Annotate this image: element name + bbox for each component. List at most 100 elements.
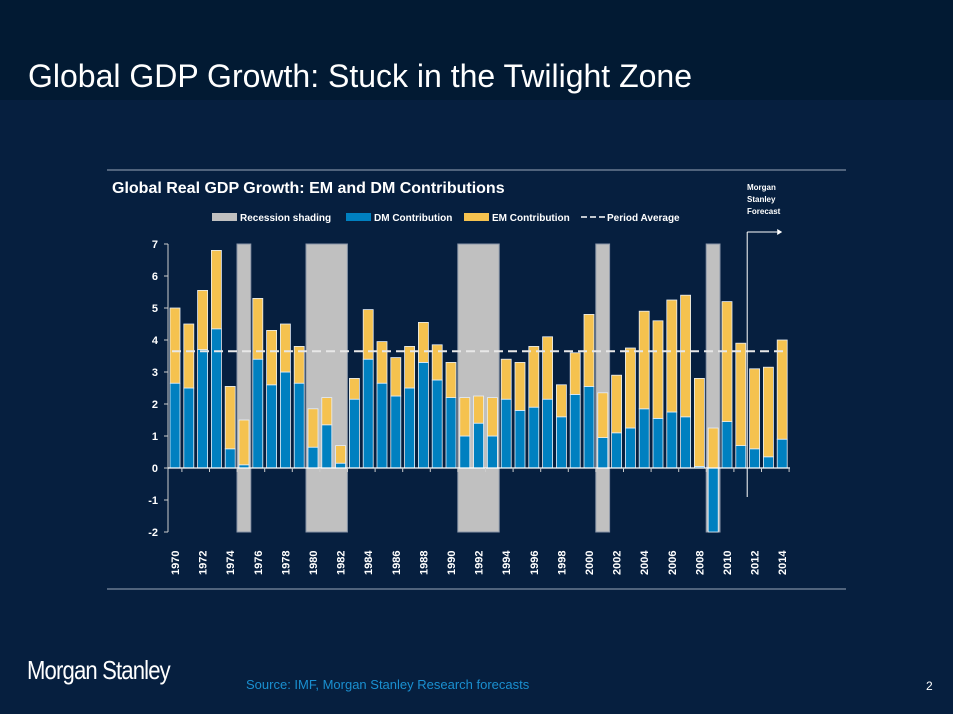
legend-swatch [346, 213, 371, 221]
x-tick-label: 1982 [336, 551, 348, 575]
x-tick-label: 1986 [391, 551, 403, 575]
em-bar [404, 345, 416, 389]
x-tick-label: 1998 [556, 551, 568, 575]
dm-bar [500, 398, 512, 469]
x-tick-label: 1988 [418, 551, 430, 575]
x-tick-label: 1970 [170, 551, 182, 575]
dm-bar [307, 446, 319, 469]
em-bar [266, 329, 278, 386]
y-tick-label: 7 [152, 239, 158, 251]
em-bar [597, 392, 609, 438]
em-bar [721, 301, 733, 423]
header-band [0, 0, 953, 100]
dm-bar [625, 427, 636, 469]
y-tick-label: -2 [148, 527, 158, 539]
em-bar [763, 366, 774, 458]
legend-label: Period Average [607, 213, 680, 224]
legend-label: Recession shading [240, 213, 331, 224]
em-bar [514, 361, 526, 411]
em-bar [459, 397, 471, 437]
x-tick-label: 1972 [198, 551, 210, 575]
dm-bar [197, 349, 209, 469]
em-bar [556, 384, 567, 418]
dm-bar [776, 438, 788, 469]
em-bar [376, 341, 388, 384]
legend-label: DM Contribution [374, 213, 452, 224]
em-bar [238, 419, 250, 466]
x-tick-label: 1980 [308, 551, 320, 575]
dm-bar [224, 448, 236, 469]
em-bar [335, 445, 347, 464]
x-tick-label: 1974 [225, 550, 237, 575]
dm-bar [611, 432, 622, 469]
em-bar [625, 347, 636, 429]
dm-bar [252, 358, 264, 469]
em-bar [417, 321, 429, 363]
x-tick-label: 2002 [612, 551, 624, 575]
dm-bar [514, 409, 526, 469]
y-tick-label: 2 [152, 399, 158, 411]
em-bar [666, 299, 678, 413]
em-bar [694, 377, 705, 467]
em-bar [707, 427, 719, 469]
dm-bar [666, 411, 678, 469]
em-bar [169, 307, 181, 384]
em-bar [638, 310, 650, 410]
forecast-annotation: Stanley [747, 195, 776, 204]
y-tick-label: 1 [152, 431, 158, 443]
em-bar [348, 377, 360, 400]
dm-bar [597, 437, 609, 469]
x-tick-label: 1978 [280, 551, 292, 575]
em-bar [528, 345, 540, 408]
em-bar [680, 294, 691, 418]
dm-bar [707, 467, 719, 533]
x-tick-label: 2014 [777, 550, 789, 575]
em-bar [224, 385, 236, 450]
dm-bar [459, 435, 471, 469]
recession-shading [236, 243, 252, 533]
em-bar [445, 361, 457, 398]
x-tick-label: 2008 [694, 551, 706, 575]
dm-bar [556, 416, 567, 469]
y-tick-label: 3 [152, 367, 158, 379]
x-tick-label: 2010 [722, 551, 734, 575]
x-tick-label: 1992 [474, 551, 486, 575]
em-bar [486, 397, 498, 437]
recession-shading [305, 243, 348, 533]
y-tick-label: 6 [152, 271, 158, 283]
x-tick-label: 2000 [584, 551, 596, 575]
dm-bar [335, 462, 347, 469]
dm-bar [376, 382, 388, 469]
forecast-arrow-icon [777, 229, 783, 235]
legend-label: EM Contribution [492, 213, 570, 224]
x-tick-label: 2006 [667, 551, 679, 575]
dm-bar [486, 435, 498, 469]
dm-bar [210, 328, 222, 469]
legend-swatch [464, 213, 489, 221]
slide-title: Global GDP Growth: Stuck in the Twilight… [28, 58, 693, 94]
em-bar [279, 323, 291, 373]
dm-bar [583, 385, 595, 469]
em-bar [197, 289, 209, 350]
dm-bar [404, 387, 416, 469]
em-bar [293, 345, 305, 384]
dm-bar [680, 416, 691, 469]
y-tick-label: -1 [148, 495, 158, 507]
dm-bar [569, 393, 581, 469]
em-bar [500, 358, 512, 400]
dm-bar [528, 406, 540, 469]
recession-shading [457, 243, 500, 533]
x-tick-label: 2004 [639, 550, 651, 575]
x-tick-label: 1990 [446, 551, 458, 575]
legend-swatch [212, 213, 237, 221]
y-tick-label: 4 [152, 335, 159, 347]
em-bar [183, 323, 195, 389]
em-bar [735, 342, 747, 447]
dm-bar [473, 422, 485, 469]
dm-bar [183, 387, 195, 469]
x-tick-label: 1984 [363, 550, 375, 575]
em-bar [611, 374, 622, 434]
em-bar [776, 339, 788, 440]
em-bar [210, 249, 222, 330]
